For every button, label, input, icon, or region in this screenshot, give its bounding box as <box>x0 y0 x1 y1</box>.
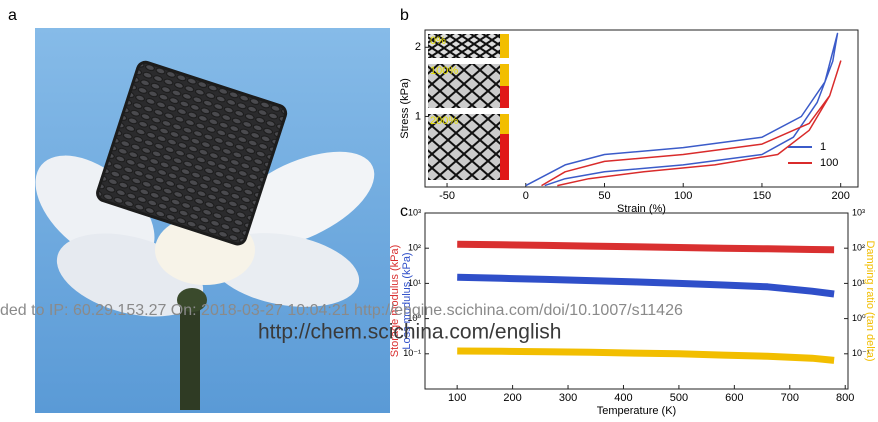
panel-label: a <box>8 7 17 24</box>
inset-label: 200% <box>430 115 458 127</box>
y-tick-label: 10¹ <box>408 278 421 288</box>
x-tick-label: 100 <box>674 190 692 202</box>
x-axis-label: Temperature (K) <box>597 405 676 417</box>
y2-tick-label: 10⁻¹ <box>852 348 870 358</box>
y2-tick-label: 10³ <box>852 207 865 217</box>
x-tick-label: -50 <box>439 190 455 202</box>
y2-tick-label: 10² <box>852 243 865 253</box>
x-tick-label: 150 <box>753 190 771 202</box>
legend-label: 1 <box>820 141 826 153</box>
x-tick-label: 800 <box>836 392 854 404</box>
y-axis-label: Storage modulus (kPa) <box>389 245 401 358</box>
x-tick-label: 500 <box>670 392 688 404</box>
plot-frame <box>424 29 859 188</box>
series-line <box>457 240 835 254</box>
panel-label: b <box>400 7 409 24</box>
legend-label: 100 <box>820 157 838 169</box>
y2-tick-label: 10¹ <box>852 278 865 288</box>
x-tick-label: 400 <box>614 392 632 404</box>
y-tick-label: 1 <box>415 110 421 122</box>
plot-frame <box>424 212 849 390</box>
watermark: http://chem.scichina.com/english <box>258 321 561 344</box>
x-tick-label: 50 <box>598 190 610 202</box>
x-tick-label: 700 <box>781 392 799 404</box>
y-tick-label: 10³ <box>408 207 421 217</box>
y2-tick-label: 10⁰ <box>852 313 866 323</box>
panel-label: c <box>400 203 408 220</box>
x-tick-label: 600 <box>725 392 743 404</box>
photo <box>35 28 390 413</box>
series-line <box>525 32 839 187</box>
x-axis-label: Strain (%) <box>617 203 666 215</box>
y-axis-label: Loss modulus (kPa) <box>401 252 413 349</box>
inset: 0% 100% 200% <box>428 34 509 180</box>
x-tick-label: 200 <box>503 392 521 404</box>
watermark: ded to IP: 60.29.153.27 On: 2018-03-27 1… <box>0 302 683 319</box>
y-axis-label: Stress (kPa) <box>399 78 411 139</box>
inset-label: 100% <box>430 65 458 77</box>
y-tick-label: 10⁰ <box>407 313 421 323</box>
x-tick-label: 100 <box>448 392 466 404</box>
y-tick-label: 10⁻¹ <box>403 348 421 358</box>
y-tick-label: 10² <box>408 243 421 253</box>
x-tick-label: 0 <box>523 190 529 202</box>
y-axis-label: Damping ratio (tan delta) <box>864 240 876 361</box>
x-tick-label: 300 <box>559 392 577 404</box>
series-line <box>457 347 835 364</box>
series-line <box>541 60 842 187</box>
series-line <box>457 273 835 298</box>
y-tick-label: 2 <box>415 41 421 53</box>
inset-label: 0% <box>430 35 446 47</box>
x-tick-label: 200 <box>832 190 850 202</box>
plots: -50 0 50 100 150 200 1 2 Strain (%) Stress (kPa) 1… <box>389 29 876 417</box>
